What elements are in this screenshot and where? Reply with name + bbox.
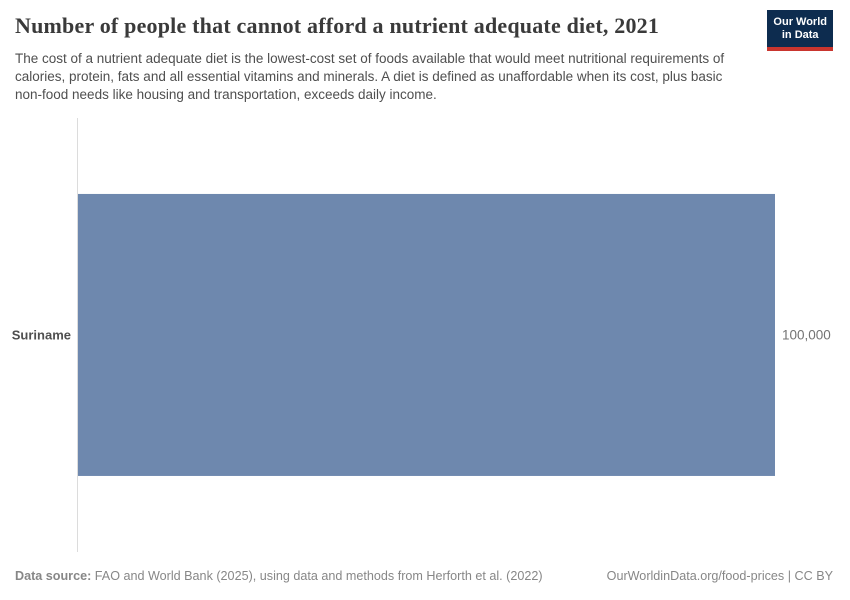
data-source-text: FAO and World Bank (2025), using data an… [94, 569, 543, 583]
footer-source: Data source: FAO and World Bank (2025), … [15, 569, 543, 583]
chart-title: Number of people that cannot afford a nu… [15, 13, 660, 38]
bar-row[interactable]: Suriname 100,000 [0, 118, 850, 552]
plot-area: Suriname 100,000 [0, 118, 850, 552]
footer-separator: | [784, 569, 795, 583]
y-axis-line [77, 118, 78, 552]
owid-logo-line1: Our World [773, 16, 827, 28]
owid-url-link[interactable]: OurWorldinData.org/food-prices [606, 569, 785, 583]
value-label: 100,000 [782, 327, 831, 343]
license-link[interactable]: CC BY [794, 569, 834, 583]
chart-subtitle: The cost of a nutrient adequate diet is … [15, 51, 725, 102]
bar[interactable] [78, 193, 775, 477]
owid-logo-line2: in Data [781, 29, 819, 41]
category-label: Suriname [11, 327, 71, 343]
footer-links: OurWorldinData.org/food-prices | CC BY [607, 569, 833, 583]
owid-logo[interactable]: Our World in Data [767, 10, 833, 51]
data-source-label: Data source: [15, 569, 92, 583]
bar-rows: Suriname 100,000 [0, 118, 850, 552]
